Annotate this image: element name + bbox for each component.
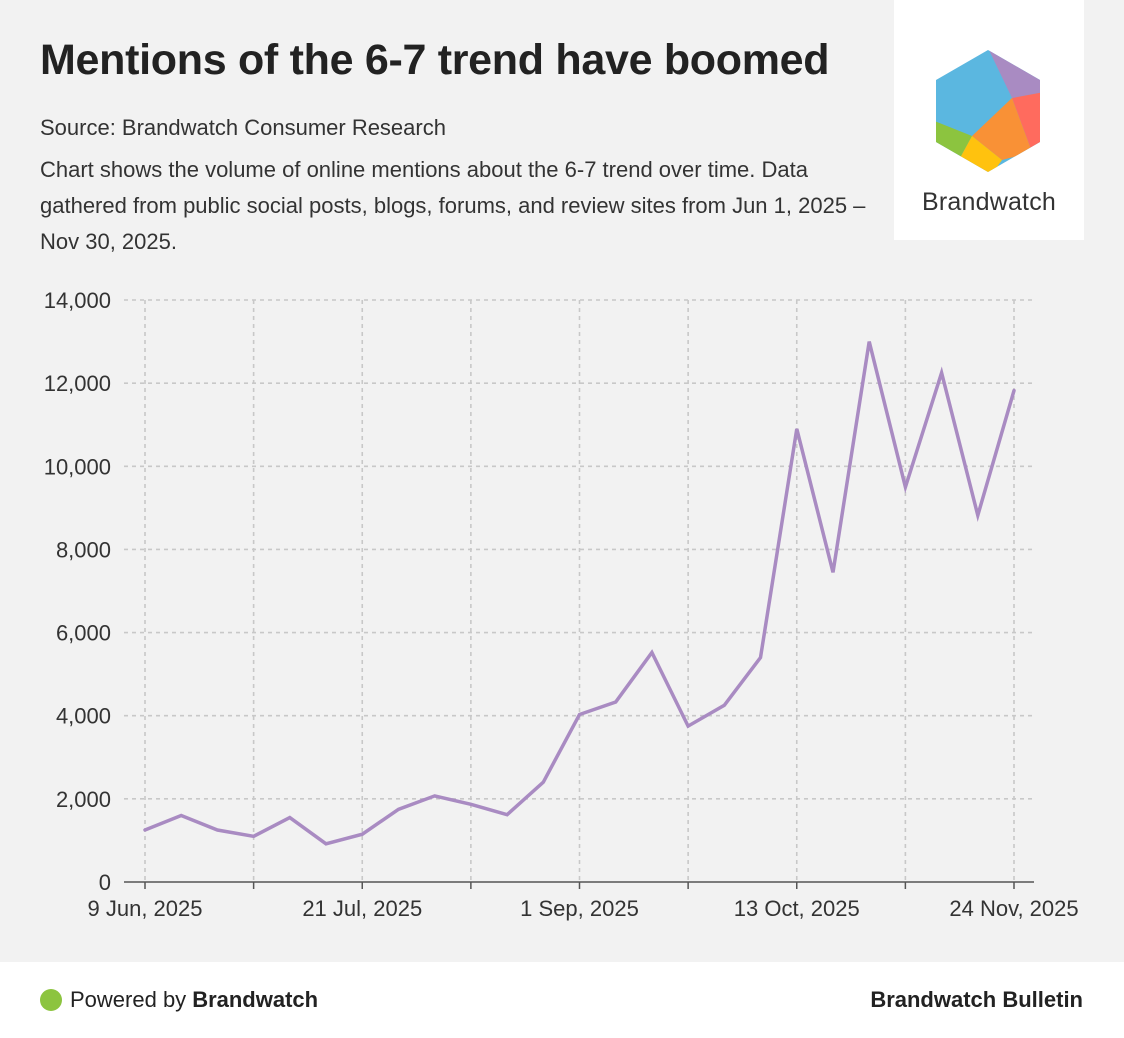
data-point bbox=[722, 703, 726, 707]
green-dot-icon bbox=[40, 989, 62, 1011]
line-chart: 0 2,000 4,000 6,000 8,000 10,000 12,000 14,000 9… bbox=[44, 288, 1079, 921]
data-point bbox=[288, 816, 292, 820]
x-tick-label: 1 Sep, 2025 bbox=[520, 896, 639, 921]
powered-by: Powered by Brandwatch bbox=[40, 987, 318, 1013]
data-point bbox=[795, 427, 799, 431]
y-tick-label: 10,000 bbox=[44, 454, 111, 479]
data-point bbox=[1012, 389, 1016, 393]
brand-logo: Brandwatch bbox=[894, 0, 1084, 240]
data-point bbox=[903, 485, 907, 489]
data-point bbox=[179, 813, 183, 817]
data-point bbox=[396, 807, 400, 811]
data-point bbox=[143, 828, 147, 832]
data-point bbox=[541, 780, 545, 784]
series-line-mentions bbox=[143, 341, 1016, 846]
y-tick-label: 12,000 bbox=[44, 371, 111, 396]
data-point bbox=[578, 712, 582, 716]
data-point bbox=[215, 828, 219, 832]
y-tick-label: 8,000 bbox=[56, 537, 111, 562]
x-tick-label: 13 Oct, 2025 bbox=[734, 896, 860, 921]
data-point bbox=[614, 700, 618, 704]
y-tick-label: 14,000 bbox=[44, 288, 111, 313]
brandwatch-bulletin: Brandwatch Bulletin bbox=[870, 987, 1083, 1012]
data-point bbox=[469, 802, 473, 806]
data-point bbox=[505, 813, 509, 817]
y-tick-label: 2,000 bbox=[56, 787, 111, 812]
data-point bbox=[433, 794, 437, 798]
data-point bbox=[686, 724, 690, 728]
brandwatch-hexagon-icon bbox=[936, 50, 1040, 172]
data-point bbox=[252, 834, 256, 838]
x-tick-label: 24 Nov, 2025 bbox=[949, 896, 1078, 921]
source-note: Source: Brandwatch Consumer Research bbox=[40, 115, 446, 140]
powered-by-brand: Brandwatch bbox=[192, 987, 319, 1012]
page-title: Mentions of the 6-7 trend have boomed bbox=[40, 36, 830, 84]
data-point bbox=[360, 832, 364, 836]
data-point bbox=[759, 656, 763, 660]
powered-by-prefix: Powered by bbox=[70, 987, 187, 1012]
data-point bbox=[650, 651, 654, 655]
x-tick-label: 9 Jun, 2025 bbox=[88, 896, 203, 921]
data-point bbox=[831, 570, 835, 574]
x-tick-label: 21 Jul, 2025 bbox=[302, 896, 422, 921]
y-tick-label: 0 bbox=[99, 870, 111, 895]
chart-description: Chart shows the volume of online mention… bbox=[40, 157, 866, 254]
brand-logo-text: Brandwatch bbox=[921, 188, 1057, 216]
data-point bbox=[976, 513, 980, 517]
y-tick-label: 4,000 bbox=[56, 704, 111, 729]
data-point bbox=[867, 340, 871, 344]
data-point bbox=[940, 371, 944, 375]
y-tick-label: 6,000 bbox=[56, 621, 111, 646]
data-point bbox=[324, 842, 328, 846]
